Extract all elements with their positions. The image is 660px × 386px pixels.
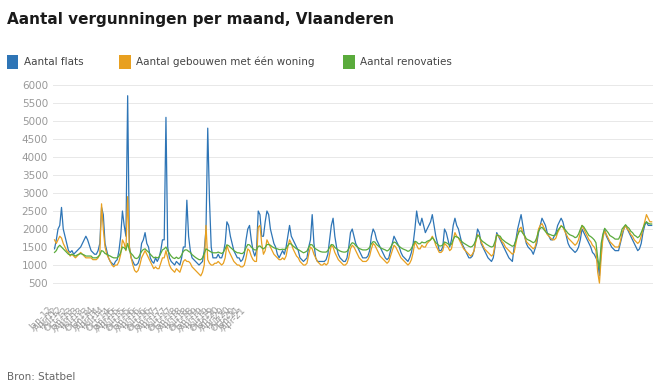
Text: Aantal renovaties: Aantal renovaties <box>360 57 452 67</box>
Text: Bron: Statbel: Bron: Statbel <box>7 372 75 382</box>
Text: Aantal gebouwen met één woning: Aantal gebouwen met één woning <box>136 56 314 67</box>
Text: Aantal flats: Aantal flats <box>24 57 83 67</box>
Text: Aantal vergunningen per maand, Vlaanderen: Aantal vergunningen per maand, Vlaandere… <box>7 12 394 27</box>
